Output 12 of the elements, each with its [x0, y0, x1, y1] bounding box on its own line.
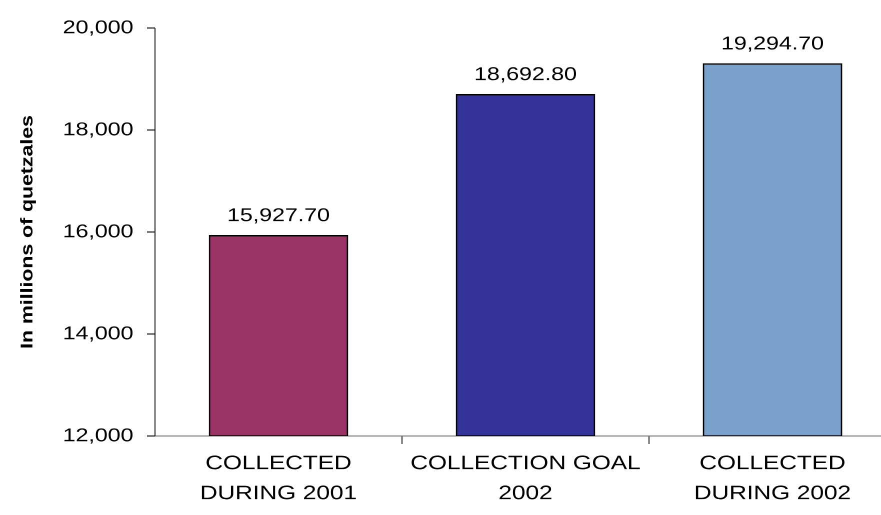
x-tick-label: COLLECTED DURING 2001 [202, 456, 356, 500]
data-label: 19,294.70 [722, 36, 824, 52]
y-tick-label: 18,000 [64, 122, 133, 138]
y-tick-label: 20,000 [64, 20, 133, 36]
y-axis-title: In millions of quetzales [20, 116, 36, 348]
x-tick-label: COLLECTED DURING 2002 [696, 456, 850, 500]
x-tick-label: COLLECTION GOAL 2002 [412, 456, 640, 500]
y-tick-label: 16,000 [64, 224, 133, 240]
data-label: 18,692.80 [476, 67, 576, 82]
y-tick-label: 14,000 [64, 326, 133, 342]
data-label: 15,927.70 [228, 208, 330, 224]
y-tick-label: 12,000 [64, 428, 133, 444]
